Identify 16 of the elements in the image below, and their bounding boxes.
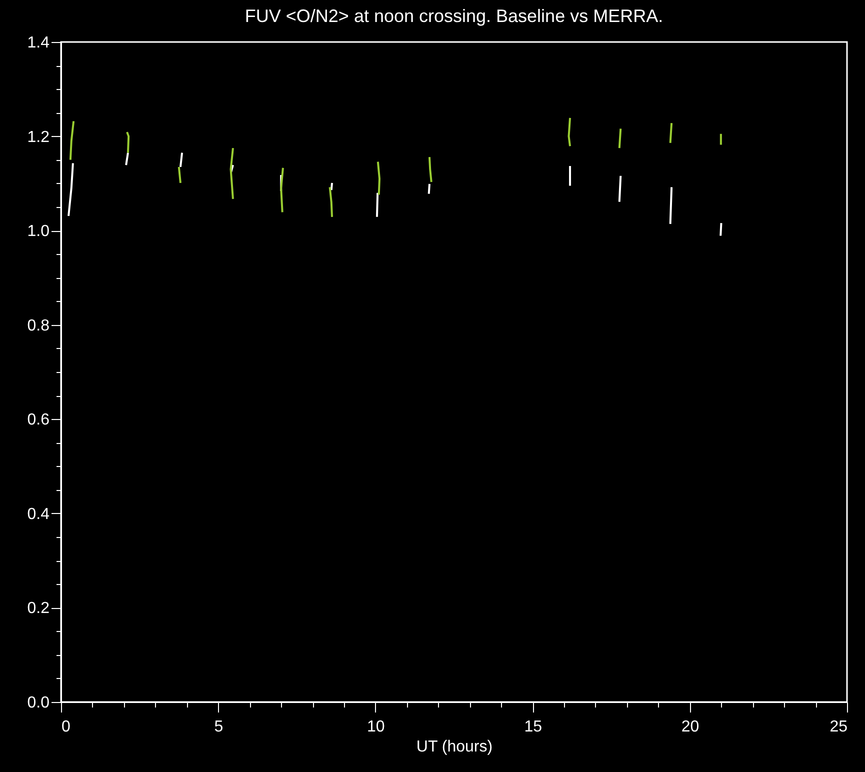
y-tick-label: 1.2 [27,128,50,146]
x-tick-label: 25 [830,718,848,736]
y-tick-label: 0.0 [27,694,50,712]
x-tick-label: 10 [367,718,385,736]
x-tick-label: 20 [681,718,700,736]
chart-title: FUV <O/N2> at noon crossing. Baseline vs MERRA. [244,6,664,26]
x-tick-label: 15 [524,718,542,736]
x-tick-label: 0 [62,718,70,736]
y-tick-label: 0.2 [27,600,50,618]
y-tick-label: 1.0 [27,223,50,240]
y-tick-label: 0.8 [27,317,50,334]
x-tick-label: 5 [214,718,224,736]
x-axis-title: UT (hours) [416,738,493,756]
y-tick-label: 1.4 [27,34,50,52]
y-tick-label: 0.6 [27,412,50,429]
y-tick-label: 0.4 [27,506,50,523]
